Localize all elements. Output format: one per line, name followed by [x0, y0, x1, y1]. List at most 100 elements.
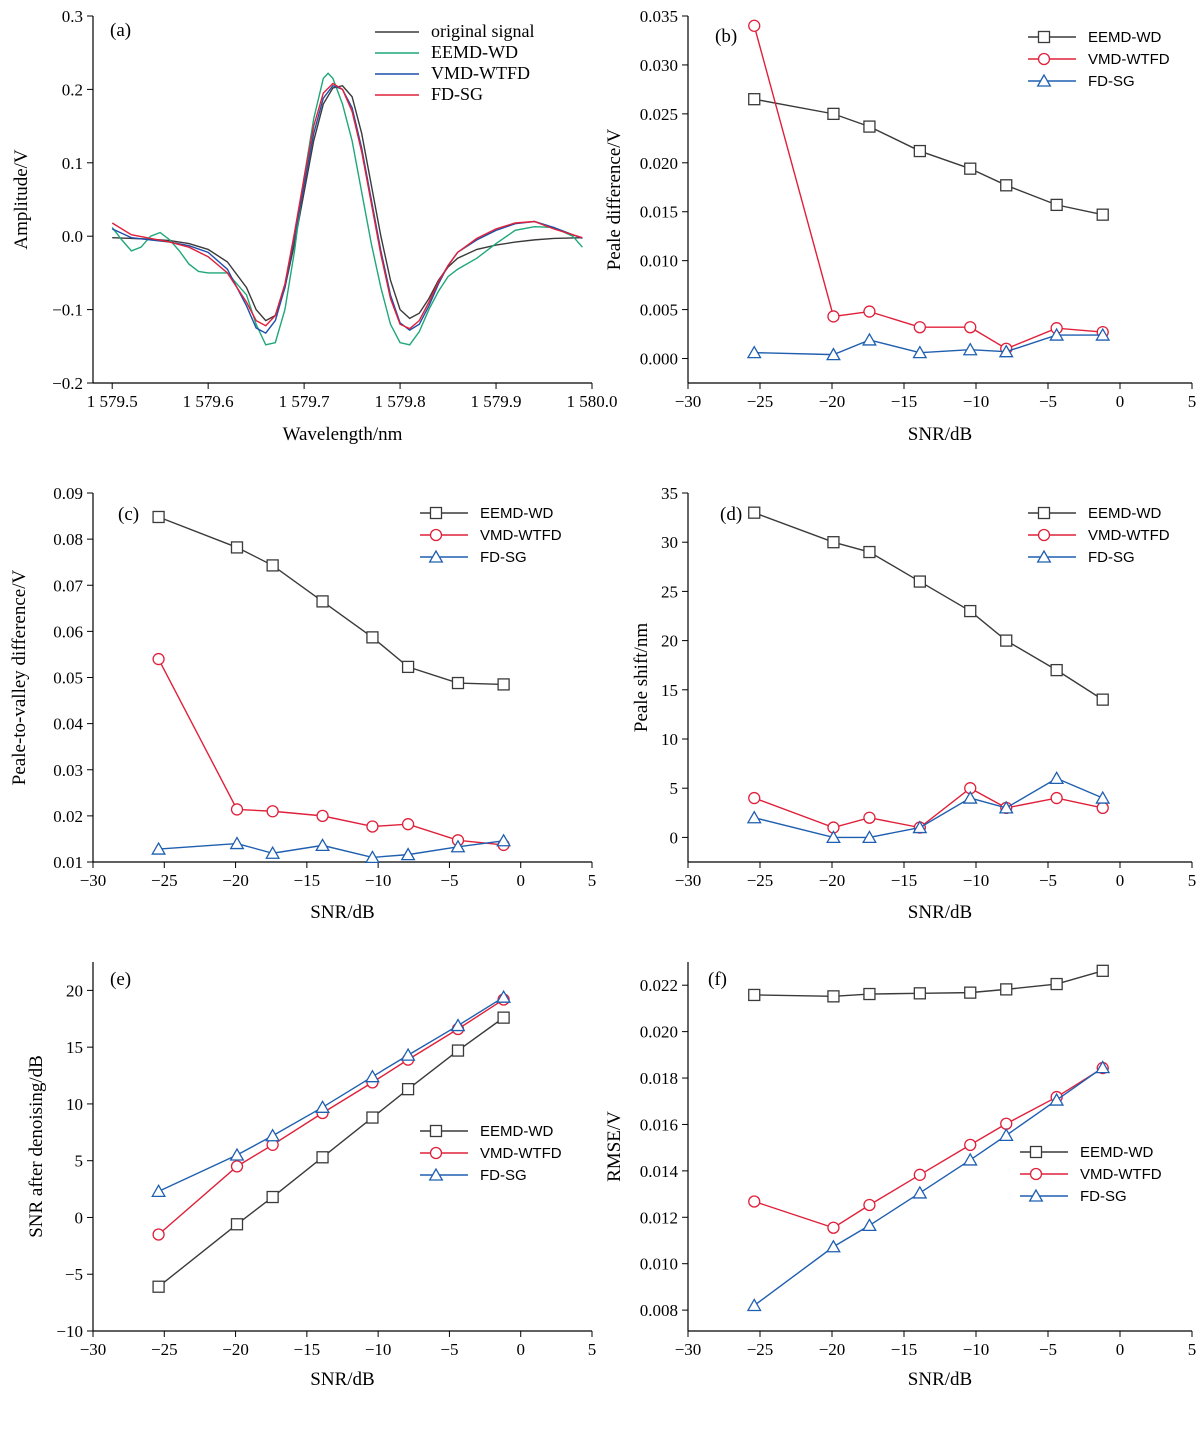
data-point	[401, 660, 415, 674]
legend-label: FD-SG	[1088, 549, 1135, 566]
x-tick-label: −5	[1039, 871, 1057, 890]
y-tick-label: 0	[670, 828, 679, 847]
legend-marker	[429, 528, 443, 542]
x-tick-label: 1 579.8	[375, 392, 426, 411]
data-point	[746, 345, 762, 359]
series-fd-sg	[111, 82, 583, 330]
data-point	[450, 1018, 466, 1032]
x-axis-title: SNR/dB	[908, 1369, 972, 1390]
data-point	[315, 838, 330, 852]
data-point	[315, 1100, 330, 1113]
data-point	[964, 162, 977, 175]
data-point	[826, 347, 841, 361]
x-tick-label: 5	[588, 1340, 597, 1359]
data-point	[913, 575, 926, 588]
series-line	[111, 72, 583, 346]
y-tick-label: 0.030	[640, 56, 678, 75]
legend-marker	[1037, 52, 1051, 66]
series-line	[158, 516, 504, 686]
y-tick-label: 0.020	[640, 1023, 678, 1042]
data-point	[151, 1184, 167, 1197]
chart-panel-a: 1 579.5 1 579.6 1 579.7 1 579.8 1 579.9 1 580…	[11, 7, 618, 445]
data-point	[230, 803, 244, 816]
y-tick-label: 0.010	[640, 252, 678, 271]
panel-label: (f)	[708, 969, 727, 990]
series-fd-sg	[746, 327, 1111, 361]
x-tick-label: −15	[891, 392, 918, 411]
x-tick-label: −5	[440, 871, 458, 890]
data-point	[152, 510, 165, 524]
legend-label: original signal	[431, 21, 534, 41]
y-tick-label: 0.020	[640, 154, 678, 173]
x-tick-label: −30	[675, 1340, 702, 1359]
series-line	[753, 512, 1104, 701]
data-point	[400, 847, 416, 861]
data-point	[746, 810, 762, 824]
data-point	[827, 310, 840, 323]
x-tick-label: 0	[516, 871, 525, 890]
x-tick-label: 0	[1116, 871, 1125, 890]
legend-label: VMD-WTFD	[1088, 51, 1170, 68]
data-point	[229, 1147, 245, 1161]
data-point	[1000, 1117, 1013, 1130]
x-tick-label: 5	[588, 871, 597, 890]
y-tick-label: 0.015	[640, 203, 678, 222]
series-line	[158, 840, 504, 859]
data-point	[1000, 179, 1013, 192]
legend-label: FD-SG	[1088, 73, 1135, 90]
y-axis-title: Amplitude/V	[11, 149, 32, 250]
y-tick-label: 35	[661, 484, 678, 503]
y-tick-label: 20	[66, 981, 83, 1000]
y-tick-label: 25	[661, 582, 678, 601]
data-point	[1050, 977, 1063, 991]
x-tick-label: −20	[819, 871, 846, 890]
y-tick-label: 0.0	[62, 227, 83, 246]
legend-marker	[428, 549, 444, 563]
data-point	[748, 19, 761, 32]
legend-label: EEMD-WD	[1080, 1144, 1153, 1161]
x-tick-label: 1 579.7	[279, 392, 331, 411]
legend-marker	[1029, 1145, 1043, 1159]
data-point	[912, 820, 928, 834]
data-point	[913, 144, 926, 158]
series-eemd-wd	[748, 93, 1109, 221]
data-point	[1049, 327, 1065, 341]
series-line	[158, 996, 504, 1192]
y-tick-label: 0.01	[53, 853, 83, 872]
data-point	[962, 342, 978, 356]
data-point	[862, 830, 877, 844]
data-point	[151, 841, 167, 855]
data-point	[863, 120, 876, 133]
series-eemd-wd	[152, 1011, 510, 1293]
y-tick-label: 15	[66, 1038, 83, 1057]
y-tick-label: 0.05	[53, 669, 83, 688]
data-point	[1095, 790, 1111, 804]
x-tick-label: −25	[151, 871, 178, 890]
data-point	[266, 1190, 279, 1204]
y-axis-title: Peale-to-valley difference/V	[9, 570, 30, 786]
legend-label: FD-SG	[1080, 1188, 1127, 1205]
series-line	[753, 25, 1103, 350]
chart-panel-f: −30 −25 −20 −15 −10 −5 0 5 0.008 0.010 0.012 0.014 0…	[604, 962, 1196, 1390]
y-tick-label: 0.000	[640, 350, 678, 369]
data-point	[748, 93, 761, 106]
data-point	[152, 652, 165, 666]
x-tick-label: 1 580.0	[567, 392, 618, 411]
series-line	[111, 82, 583, 330]
y-tick-label: 0.04	[53, 715, 83, 734]
y-tick-label: 0.08	[53, 530, 83, 549]
x-tick-label: −15	[891, 1340, 918, 1359]
data-point	[748, 791, 761, 805]
data-point	[912, 345, 928, 359]
legend-label: EEMD-WD	[1088, 505, 1161, 522]
series-fd-sg	[746, 771, 1111, 844]
y-tick-label: 0.018	[640, 1069, 678, 1088]
x-tick-label: −20	[819, 1340, 846, 1359]
legend-label: EEMD-WD	[431, 42, 518, 62]
data-point	[962, 1152, 978, 1166]
data-point	[401, 1083, 415, 1096]
data-point	[998, 1128, 1014, 1142]
x-axis-title: SNR/dB	[908, 424, 972, 445]
series-line	[754, 777, 1103, 839]
data-point	[748, 1195, 761, 1208]
